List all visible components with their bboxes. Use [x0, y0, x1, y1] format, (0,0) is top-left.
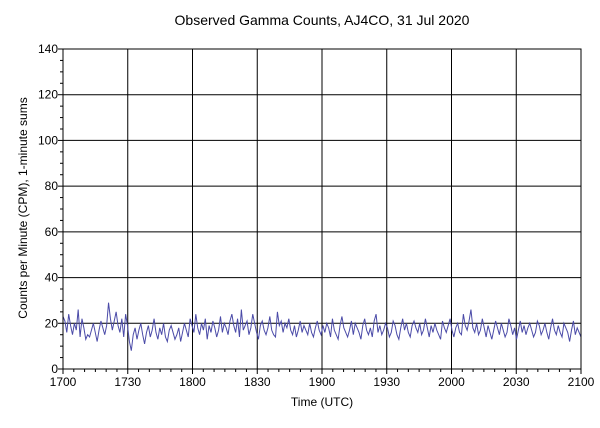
series-group [62, 302, 582, 351]
x-tick-label: 1800 [179, 375, 206, 389]
y-tick-label: 40 [45, 271, 59, 285]
y-axis-label: Counts per Minute (CPM), 1-minute sums [16, 97, 30, 318]
y-tick-label: 140 [38, 42, 58, 56]
plot-area-frame [62, 48, 582, 370]
y-tick-label: 100 [38, 133, 58, 147]
x-tick-label: 2100 [568, 375, 595, 389]
y-tick-label: 60 [45, 225, 59, 239]
x-tick-label: 1700 [50, 375, 77, 389]
y-tick-label: 20 [45, 316, 59, 330]
x-tick-label: 1730 [114, 375, 141, 389]
x-tick-label: 2000 [438, 375, 465, 389]
x-tick-label: 1900 [309, 375, 336, 389]
y-tick-label: 120 [38, 88, 58, 102]
y-tick-label: 80 [45, 179, 59, 193]
y-axis-ticks: 0 20 40 60 80 100 120 140 [38, 42, 63, 376]
x-tick-label: 1830 [244, 375, 271, 389]
x-axis-label: Time (UTC) [291, 395, 353, 409]
y-tick-label: 0 [51, 362, 58, 376]
x-tick-label: 2030 [503, 375, 530, 389]
series-line [62, 302, 582, 351]
chart-title: Observed Gamma Counts, AJ4CO, 31 Jul 202… [175, 12, 470, 28]
x-axis-ticks: 1700 1730 1800 1830 1900 1930 2000 2030 2100 [50, 369, 595, 389]
x-tick-label: 1930 [373, 375, 400, 389]
grid [62, 48, 582, 370]
